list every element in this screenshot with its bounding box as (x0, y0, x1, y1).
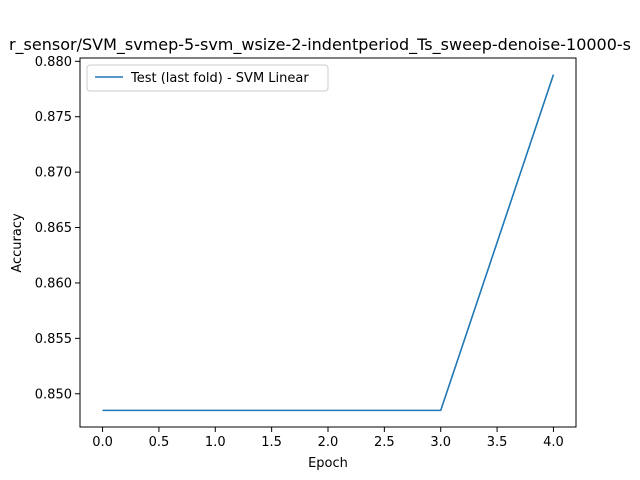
x-tick-label: 1.5 (261, 435, 282, 450)
y-tick-label: 0.860 (35, 276, 72, 291)
x-tick-label: 1.0 (205, 435, 226, 450)
series-line-0 (102, 74, 555, 412)
y-tick-label: 0.870 (35, 166, 72, 181)
legend-box (86, 64, 329, 92)
x-tick-label: 0.0 (92, 435, 113, 450)
y-axis-ticks: 0.850 0.855 0.860 0.865 0.870 0.875 0.880 (35, 55, 80, 402)
x-tick-label: 2.0 (318, 435, 339, 450)
series-layer (102, 74, 555, 412)
plot-frame (79, 57, 577, 428)
legend: Test (last fold) - SVM Linear (86, 64, 329, 92)
x-tick-label: 3.5 (487, 435, 508, 450)
x-tick-label: 0.5 (149, 435, 170, 450)
y-axis-label: Accuracy (10, 213, 25, 273)
legend-label: Test (last fold) - SVM Linear (130, 71, 309, 86)
y-tick-label: 0.875 (35, 110, 72, 125)
y-tick-label: 0.855 (35, 332, 72, 347)
x-axis-label: Epoch (308, 456, 348, 471)
y-tick-label: 0.850 (35, 387, 72, 402)
y-tick-label: 0.880 (35, 55, 72, 70)
x-tick-label: 4.0 (543, 435, 564, 450)
plot-area (79, 57, 577, 428)
y-tick-label: 0.865 (35, 221, 72, 236)
x-tick-label: 3.0 (430, 435, 451, 450)
chart-title: r_sensor/SVM_svmep-5-svm_wsize-2-indentp… (9, 35, 631, 55)
x-axis-ticks: 0.0 0.5 1.0 1.5 2.0 2.5 3.0 3.5 4.0 (92, 427, 564, 450)
x-tick-label: 2.5 (374, 435, 395, 450)
